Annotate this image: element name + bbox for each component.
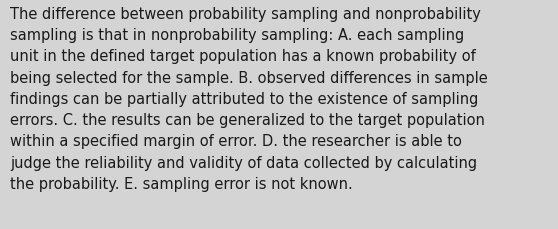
Text: The difference between probability sampling and nonprobability
sampling is that : The difference between probability sampl… <box>10 7 488 191</box>
